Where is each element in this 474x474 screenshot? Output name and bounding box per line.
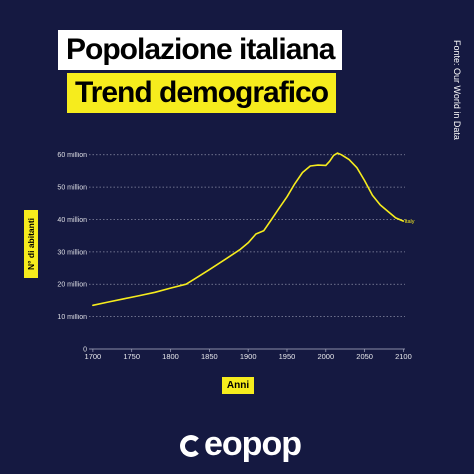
series-line-italy <box>92 152 405 307</box>
y-tick-label: 40 million <box>57 217 87 224</box>
logo-g-icon <box>180 435 202 457</box>
logo-text: eopop <box>204 424 302 463</box>
x-axis-label: Anni <box>222 377 254 394</box>
x-tick-label: 1900 <box>240 352 257 361</box>
x-tick-label: 1850 <box>201 352 218 361</box>
x-tick-label: 1700 <box>85 352 102 361</box>
source-note: Fonte: Our World in Data <box>452 40 462 140</box>
y-tick-label: 60 million <box>57 152 87 159</box>
geopop-logo: eopop <box>180 424 302 464</box>
chart-subtitle: Trend demografico <box>67 73 337 113</box>
x-tick-label: 2050 <box>356 352 373 361</box>
x-tick-label: 2100 <box>395 352 412 361</box>
x-tick-label: 1950 <box>279 352 296 361</box>
x-tick-label: 1750 <box>123 352 140 361</box>
y-axis-label: N° di abitanti <box>24 210 38 278</box>
x-tick-label: 2000 <box>317 352 334 361</box>
chart-title: Popolazione italiana <box>58 30 343 70</box>
y-tick-label: 50 million <box>57 185 87 192</box>
y-tick-label: 0 <box>83 347 87 354</box>
y-tick-label: 10 million <box>57 314 87 321</box>
series-label: Italy <box>404 219 414 225</box>
y-tick-label: 20 million <box>57 282 87 289</box>
x-tick-label: 1800 <box>162 352 179 361</box>
y-tick-label: 30 million <box>57 249 87 256</box>
